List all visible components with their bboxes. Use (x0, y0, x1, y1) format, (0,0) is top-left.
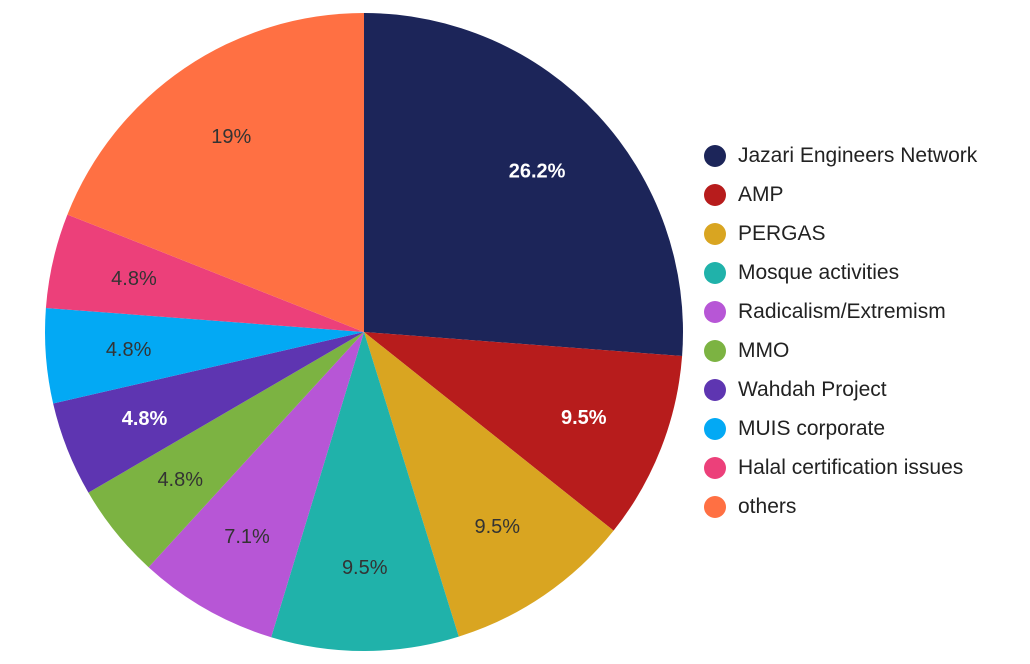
legend-swatch (704, 222, 726, 245)
legend-swatch (704, 300, 726, 323)
legend-swatch (704, 417, 726, 440)
legend-item: Radicalism/Extremism (704, 292, 977, 331)
legend-swatch (704, 495, 726, 518)
legend-label: Jazari Engineers Network (738, 143, 978, 167)
legend-swatch (704, 456, 726, 479)
pie-slice-10 (67, 13, 364, 332)
legend-swatch (704, 378, 726, 401)
slice-label-10: 19% (211, 126, 251, 148)
pie-slice-4 (271, 332, 459, 651)
legend-label: Radicalism/Extremism (738, 299, 946, 323)
legend-label: Wahdah Project (738, 377, 887, 401)
legend-item: AMP (704, 175, 977, 214)
pie-chart: 26.2% 9.5% 9.5% 9.5% 7.1% 4.8% 4.8% 4.8% 4.8% 19% (44, 13, 683, 651)
legend-label: PERGAS (738, 221, 826, 245)
legend-item: PERGAS (704, 214, 977, 253)
legend-item: MUIS corporate (704, 409, 977, 448)
pie-slice-1 (364, 13, 683, 357)
legend-label: MMO (738, 338, 790, 362)
pie-slice-3 (364, 332, 614, 637)
legend-swatch (704, 261, 726, 284)
legend-label: AMP (738, 182, 784, 206)
legend-item: MMO (704, 331, 977, 370)
slice-label-2: 9.5% (561, 407, 607, 429)
legend-label: Halal certification issues (738, 455, 964, 479)
slice-label-9: 4.8% (111, 268, 157, 290)
legend-label: MUIS corporate (738, 416, 886, 440)
legend-item: others (704, 487, 977, 526)
pie-slice-8 (44, 307, 364, 404)
pie-slice-2 (364, 332, 683, 531)
legend-swatch (704, 144, 726, 167)
legend-item: Mosque activities (704, 253, 977, 292)
legend-swatch (704, 183, 726, 206)
slice-label-6: 4.8% (157, 469, 203, 491)
legend-item: Halal certification issues (704, 448, 977, 487)
slice-label-4: 9.5% (342, 557, 388, 579)
pie-slice-7 (53, 332, 365, 493)
legend-label: Mosque activities (738, 260, 900, 284)
legend-label: others (738, 494, 797, 518)
legend-item: Jazari Engineers Network (704, 136, 977, 175)
legend-item: Wahdah Project (704, 370, 977, 409)
slice-label-8: 4.8% (106, 339, 152, 361)
slice-label-1: 26.2% (509, 160, 566, 182)
slice-label-3: 9.5% (475, 516, 521, 538)
pie-slice-9 (45, 214, 364, 332)
legend: Jazari Engineers Network AMP PERGAS Mosque … (704, 136, 977, 526)
slice-label-7: 4.8% (122, 408, 168, 430)
pie-slice-6 (88, 332, 364, 568)
pie-slice-5 (148, 332, 364, 638)
legend-swatch (704, 339, 726, 362)
slice-label-5: 7.1% (224, 526, 270, 548)
